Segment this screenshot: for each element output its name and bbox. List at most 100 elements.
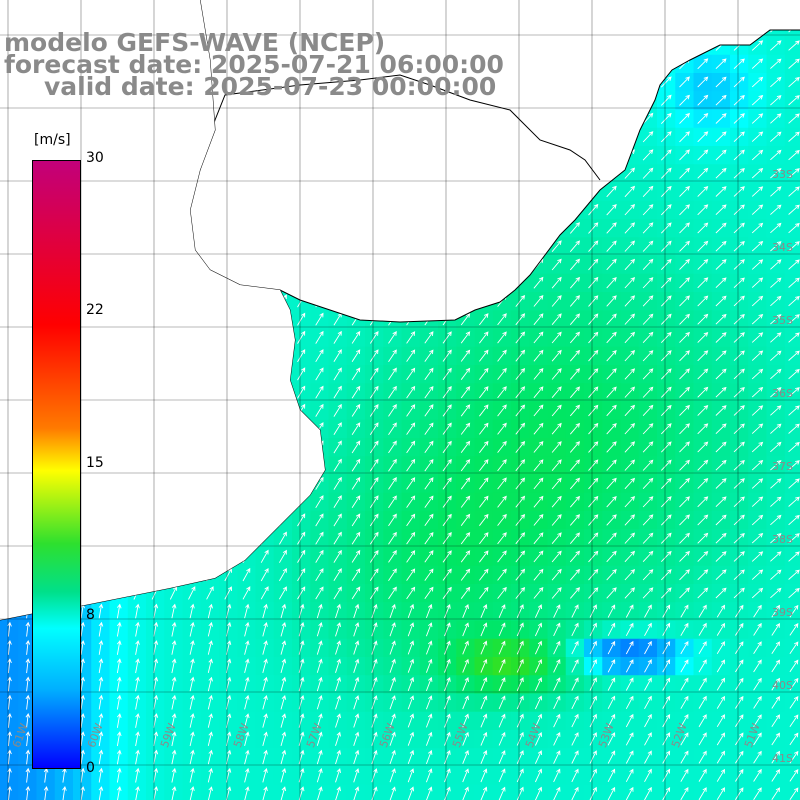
wind-cell	[730, 328, 749, 348]
wind-arrow	[569, 295, 581, 307]
wind-arrow	[551, 386, 562, 398]
wind-arrow	[733, 295, 745, 307]
wind-arrow	[442, 568, 452, 581]
wind-arrow	[351, 422, 361, 436]
wind-arrow	[660, 222, 672, 234]
wind-arrow	[244, 786, 250, 800]
wind-arrow	[351, 586, 361, 600]
wind-arrow	[480, 640, 488, 655]
wind-arrow	[315, 531, 324, 545]
wind-cell	[438, 419, 457, 439]
wind-arrow	[516, 713, 524, 728]
wind-arrow	[571, 768, 579, 783]
wind-arrow	[788, 204, 800, 215]
wind-arrow	[207, 640, 213, 655]
wind-arrow	[353, 713, 360, 728]
wind-arrow	[660, 204, 672, 216]
wind-arrow	[660, 149, 672, 161]
colorbar-tick-30: 30	[86, 150, 104, 166]
wind-arrow	[407, 658, 415, 673]
wind-arrow	[735, 787, 744, 800]
wind-arrow	[624, 331, 636, 344]
wind-cell	[529, 511, 549, 530]
wind-arrow	[316, 621, 323, 637]
wind-arrow	[770, 514, 782, 526]
wind-arrow	[770, 368, 782, 380]
wind-arrow	[280, 676, 287, 692]
wind-arrow	[224, 586, 232, 600]
wind-arrow	[770, 131, 782, 142]
wind-arrow	[735, 659, 744, 673]
wind-cell	[784, 328, 800, 348]
wind-arrow	[569, 349, 581, 362]
wind-arrow	[407, 676, 415, 692]
wind-arrow	[7, 694, 12, 710]
wind-arrow	[462, 768, 469, 783]
wind-arrow	[753, 714, 762, 728]
wind-arrow	[642, 149, 654, 161]
wind-arrow	[389, 640, 396, 655]
wind-arrow	[335, 603, 341, 619]
wind-arrow	[498, 750, 506, 764]
wind-arrow	[262, 676, 268, 692]
wind-arrow	[735, 714, 744, 728]
wind-arrow	[697, 332, 709, 343]
wind-arrow	[406, 477, 416, 490]
wind-arrow	[588, 495, 599, 508]
wind-arrow	[733, 551, 745, 562]
wind-arrow	[207, 603, 213, 619]
wind-arrow	[369, 367, 379, 381]
wind-arrow	[333, 568, 342, 582]
wind-arrow	[642, 295, 654, 307]
wind-arrow	[788, 241, 800, 252]
wind-arrow	[662, 750, 671, 764]
wind-cell	[784, 365, 800, 384]
wind-arrow	[606, 550, 617, 563]
lat-label: 38S	[772, 533, 793, 546]
wind-arrow	[569, 587, 581, 599]
wind-arrow	[462, 750, 469, 764]
wind-arrow	[751, 259, 764, 270]
wind-arrow	[317, 786, 323, 800]
wind-arrow	[642, 532, 654, 544]
wind-arrow	[80, 767, 85, 783]
wind-arrow	[533, 513, 544, 526]
wind-arrow	[244, 767, 250, 783]
wind-arrow	[442, 422, 452, 435]
wind-arrow	[751, 478, 764, 489]
wind-arrow	[715, 496, 727, 508]
wind-arrow	[353, 786, 360, 800]
wind-arrow	[388, 586, 397, 600]
wind-arrow	[569, 495, 581, 508]
wind-arrow	[606, 368, 617, 380]
wind-cell	[547, 419, 567, 439]
wind-arrow	[389, 695, 396, 710]
wind-arrow	[262, 713, 268, 728]
wind-arrow	[515, 349, 526, 362]
wind-arrow	[479, 367, 489, 380]
wind-cell	[529, 584, 549, 603]
wind-arrow	[624, 350, 636, 362]
wind-arrow	[715, 569, 727, 581]
wind-arrow	[588, 240, 599, 252]
wind-arrow	[25, 639, 31, 655]
wind-arrow	[770, 204, 782, 215]
wind-arrow	[533, 404, 544, 417]
wind-arrow	[588, 568, 599, 581]
wind-arrow	[442, 331, 452, 344]
wind-arrow	[533, 477, 544, 490]
wind-arrow	[660, 131, 672, 143]
wind-arrow	[315, 330, 324, 344]
wind-arrow	[715, 94, 727, 106]
wind-arrow	[533, 367, 544, 380]
wind-arrow	[280, 622, 287, 637]
wind-arrow	[444, 695, 451, 710]
wind-arrow	[98, 676, 104, 692]
wind-arrow	[715, 478, 727, 489]
wind-arrow	[770, 314, 782, 325]
wind-arrow	[389, 658, 396, 673]
wind-arrow	[680, 750, 689, 764]
wind-cell	[565, 511, 585, 530]
wind-arrow	[135, 731, 140, 747]
